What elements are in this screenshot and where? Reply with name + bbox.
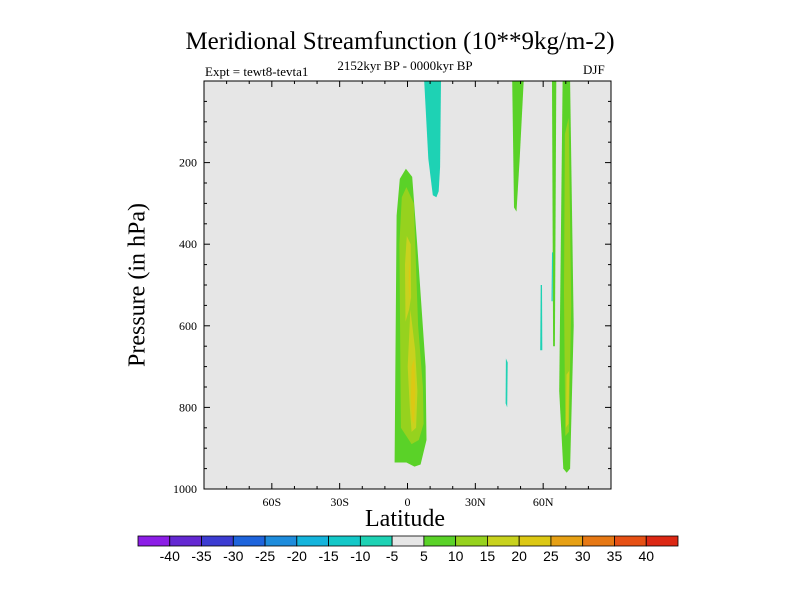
colorbar-label: -30 bbox=[223, 548, 243, 564]
colorbar-label: -20 bbox=[287, 548, 307, 564]
contour-upper-north-band bbox=[512, 81, 524, 212]
colorbar-swatch bbox=[169, 535, 202, 547]
colorbar-label: -25 bbox=[255, 548, 275, 564]
colorbar-swatch bbox=[614, 535, 647, 547]
y-tick-label: 600 bbox=[179, 319, 197, 333]
x-tick-label: 60N bbox=[533, 495, 554, 509]
y-tick-label: 200 bbox=[179, 156, 197, 170]
contour-regions bbox=[394, 81, 574, 473]
contour-negative-sliver-a bbox=[505, 358, 508, 408]
y-tick-label: 1000 bbox=[173, 482, 197, 496]
contour-north-cell-core bbox=[565, 370, 570, 428]
experiment-label: Expt = tewt8-tevta1 bbox=[205, 64, 309, 79]
colorbar-label: 15 bbox=[480, 548, 496, 564]
season-label: DJF bbox=[583, 62, 605, 77]
colorbar-swatch bbox=[359, 535, 393, 547]
x-tick-label: 30S bbox=[330, 495, 349, 509]
colorbar-label: -15 bbox=[318, 548, 338, 564]
plot-frame bbox=[203, 80, 612, 490]
colorbar-label: 30 bbox=[575, 548, 591, 564]
colorbar-label: -5 bbox=[386, 548, 399, 564]
colorbar-label: 40 bbox=[638, 548, 654, 564]
colorbar-label: 5 bbox=[420, 548, 428, 564]
period-label: 2152kyr BP - 0000kyr BP bbox=[337, 58, 473, 73]
colorbar: -40 -35 -30 -25 -20 -15 -10 -5 5 10 15 20 25 30 35 40 bbox=[137, 535, 679, 564]
x-tick-label: 60S bbox=[262, 495, 281, 509]
colorbar-label: 25 bbox=[543, 548, 559, 564]
axis-ticks: 60S 30S 0 30N 60N 200 400 600 800 1000 bbox=[173, 81, 611, 509]
contour-equatorial-cell-core-upper bbox=[408, 260, 410, 302]
contour-equatorial-cell-inner-upper bbox=[405, 236, 412, 322]
colorbar-swatch bbox=[518, 535, 552, 547]
contour-north-cell-middle bbox=[564, 117, 572, 436]
contour-negative-sliver-b bbox=[540, 285, 543, 351]
colorbar-swatch bbox=[296, 535, 329, 547]
contour-negative-sliver-c bbox=[551, 252, 554, 302]
colorbar-swatch bbox=[455, 535, 488, 547]
colorbar-swatch bbox=[487, 535, 520, 547]
colorbar-swatch bbox=[550, 535, 584, 547]
colorbar-swatch bbox=[645, 535, 679, 547]
colorbar-swatch bbox=[137, 535, 171, 547]
contour-narrow-band-mid bbox=[552, 81, 557, 347]
colorbar-label: 20 bbox=[511, 548, 527, 564]
colorbar-swatch bbox=[232, 535, 266, 547]
contour-equatorial-cell-middle bbox=[399, 187, 424, 445]
contour-upper-negative-band bbox=[424, 81, 441, 198]
colorbar-swatch bbox=[328, 535, 361, 547]
x-axis-label: Latitude bbox=[365, 506, 445, 532]
colorbar-label: 10 bbox=[448, 548, 464, 564]
colorbar-swatch bbox=[264, 535, 298, 547]
x-tick-label: 0 bbox=[405, 495, 411, 509]
colorbar-label: -40 bbox=[160, 548, 180, 564]
y-tick-label: 800 bbox=[179, 400, 197, 414]
chart-title: Meridional Streamfunction (10**9kg/m-2) bbox=[185, 28, 615, 55]
colorbar-label: -10 bbox=[350, 548, 370, 564]
colorbar-swatch bbox=[201, 535, 234, 547]
colorbar-swatch bbox=[391, 535, 425, 547]
colorbar-label: 35 bbox=[607, 548, 623, 564]
colorbar-swatch bbox=[582, 535, 615, 547]
y-tick-label: 400 bbox=[179, 237, 197, 251]
colorbar-label: -35 bbox=[191, 548, 211, 564]
x-tick-label: 30N bbox=[465, 495, 486, 509]
colorbar-swatch bbox=[423, 535, 457, 547]
contour-equatorial-cell-core-lower bbox=[410, 358, 416, 424]
